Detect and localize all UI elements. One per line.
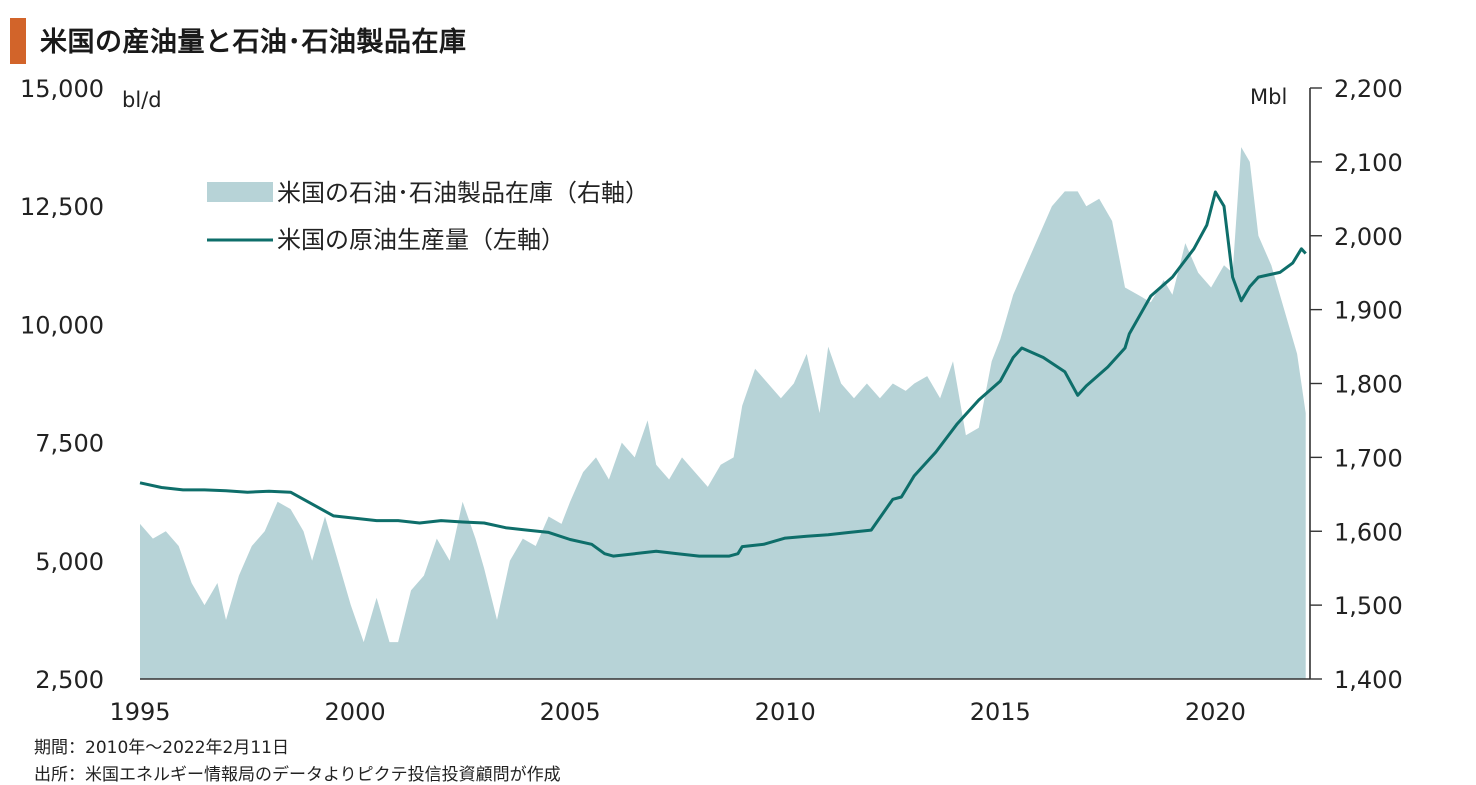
left-tick-label: 15,000 — [20, 75, 104, 103]
right-tick-label: 1,500 — [1334, 592, 1403, 620]
left-tick-label: 10,000 — [20, 311, 104, 339]
right-axis-unit: Mbl — [1250, 85, 1287, 109]
ticks-layer: 2,500 5,000 7,500 10,000 12,500 15,000 1,400 1,… — [20, 75, 1403, 726]
right-tick-label: 2,100 — [1334, 149, 1403, 177]
right-tick-label: 1,700 — [1334, 444, 1403, 472]
legend-label-production: 米国の原油生産量（左軸） — [277, 226, 565, 254]
x-tick-label: 2000 — [325, 698, 386, 726]
x-tick-label: 2010 — [755, 698, 816, 726]
x-tick-label: 2005 — [540, 698, 601, 726]
series-inventory-area — [140, 147, 1306, 680]
left-tick-label: 12,500 — [20, 193, 104, 221]
production-line-layer — [139, 190, 1307, 558]
left-axis-unit: bl/d — [122, 88, 162, 112]
note-source: 出所：米国エネルギー情報局のデータよりピクテ投信投資顧問が作成 — [34, 765, 561, 785]
left-tick-label: 7,500 — [35, 430, 104, 458]
right-tick-label: 1,600 — [1334, 518, 1403, 546]
right-tick-label: 2,000 — [1334, 223, 1403, 251]
right-tick-label: 1,800 — [1334, 371, 1403, 399]
inventory-area-layer — [140, 147, 1306, 680]
note-period: 期間：2010年～2022年2月11日 — [34, 738, 289, 758]
left-tick-label: 2,500 — [35, 666, 104, 694]
chart-title: 米国の産油量と石油･石油製品在庫 — [40, 27, 467, 58]
left-tick-label: 5,000 — [35, 548, 104, 576]
legend-label-inventory: 米国の石油･石油製品在庫（右軸） — [277, 179, 649, 207]
x-tick-label: 2015 — [970, 698, 1031, 726]
x-tick-label: 2020 — [1185, 698, 1246, 726]
x-tick-label: 1995 — [109, 698, 170, 726]
legend-swatch-inventory — [207, 182, 273, 202]
legend: 米国の石油･石油製品在庫（右軸） 米国の原油生産量（左軸） — [207, 179, 649, 254]
right-tick-label: 2,200 — [1334, 75, 1403, 103]
right-tick-label: 1,900 — [1334, 297, 1403, 325]
title-accent-bar — [10, 18, 26, 64]
series-production-line — [139, 190, 1307, 558]
right-tick-label: 1,400 — [1334, 666, 1403, 694]
